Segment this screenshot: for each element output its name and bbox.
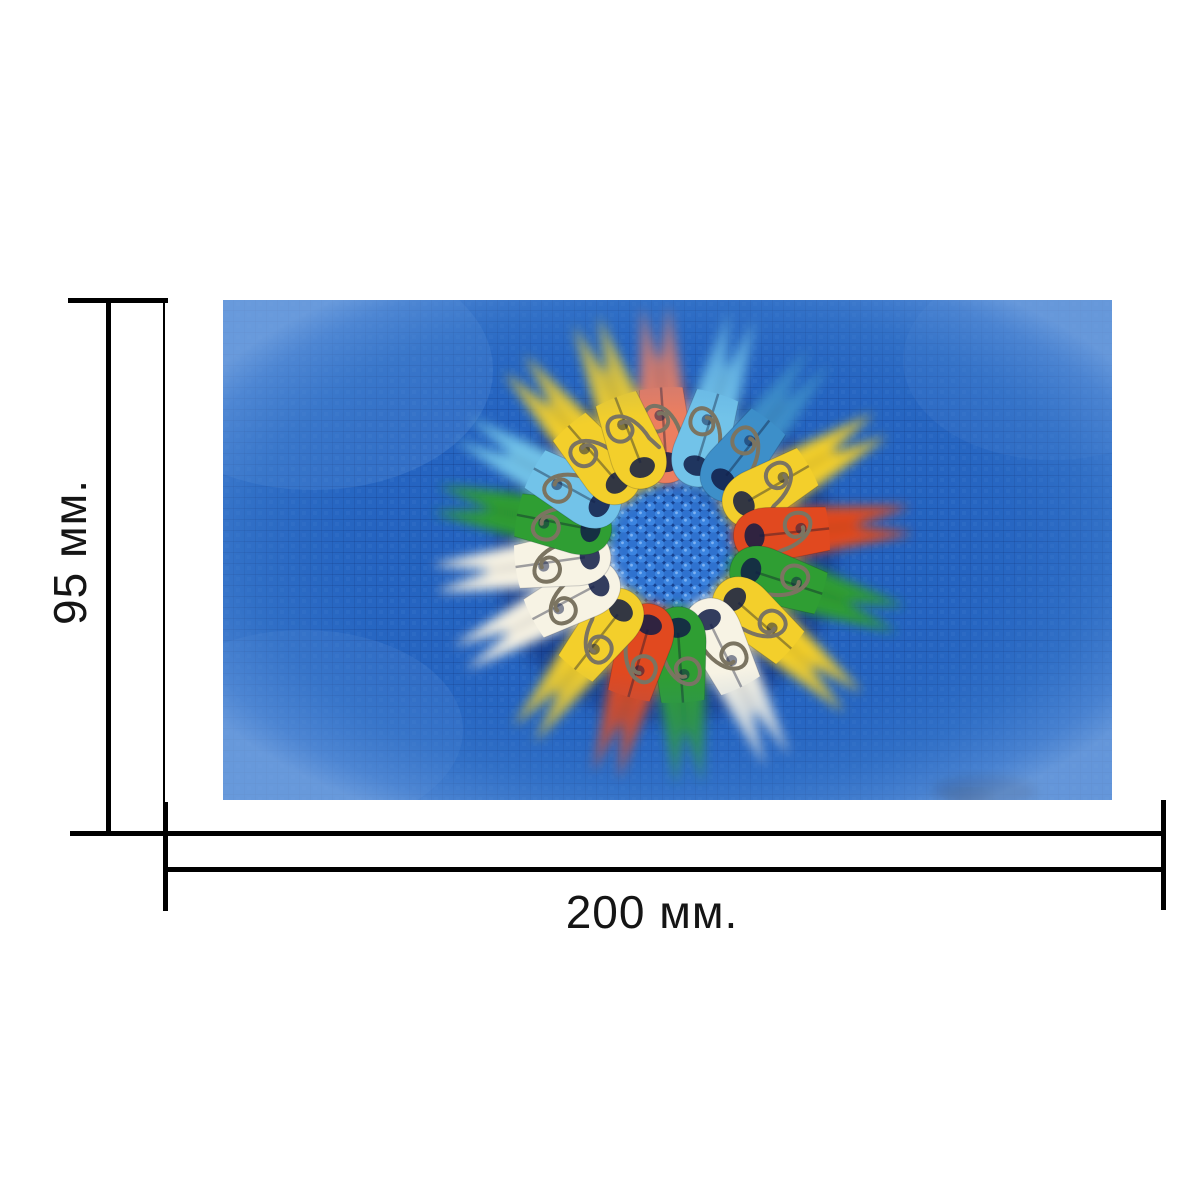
clothespins-photo-svg bbox=[223, 300, 1112, 800]
bottom-boundary-line bbox=[70, 831, 1166, 836]
product-photo bbox=[223, 300, 1112, 800]
width-dimension-line bbox=[166, 867, 1166, 872]
left-extension-line bbox=[163, 300, 165, 804]
height-dimension-label: 95 мм. bbox=[44, 479, 96, 625]
height-dimension-top-tick bbox=[68, 298, 168, 303]
width-dimension-right-tick bbox=[1161, 800, 1166, 910]
width-dimension-label: 200 мм. bbox=[565, 886, 739, 938]
width-dimension-left-tick bbox=[163, 802, 168, 911]
vignette-overlay bbox=[223, 300, 1112, 800]
height-dimension-line bbox=[106, 300, 111, 833]
